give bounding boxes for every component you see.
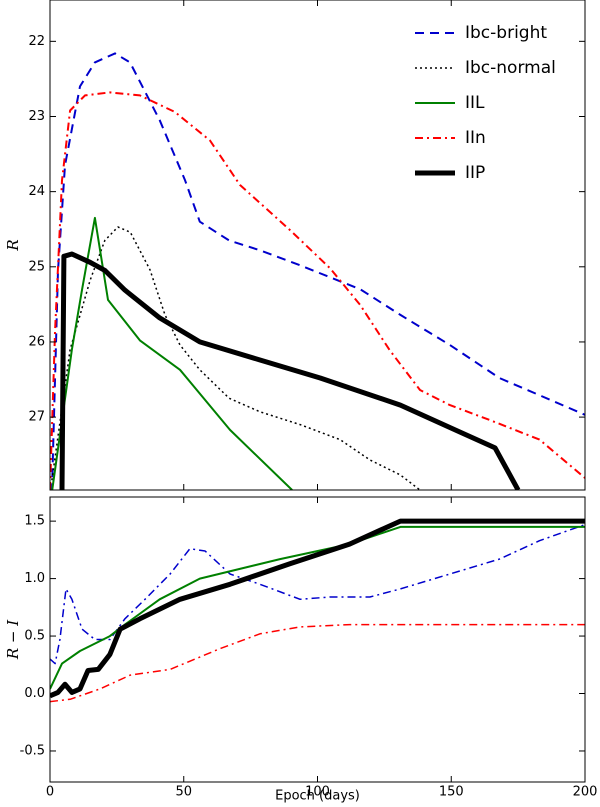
series-line (51, 226, 421, 490)
y-tick-label: 27 (28, 410, 45, 425)
plot-area (50, 518, 585, 703)
y-tick-label: 0.0 (24, 686, 45, 701)
plot-area (50, 52, 585, 490)
y-tick-label: 22 (28, 34, 45, 49)
legend-label: IIL (465, 93, 485, 113)
y-tick-label: 24 (28, 184, 45, 199)
y-tick-label: -0.5 (20, 743, 45, 758)
series-line (50, 52, 585, 490)
y-tick-label: 25 (28, 259, 45, 274)
legend-label: Ibc-normal (465, 58, 556, 78)
y-tick-label: 26 (28, 334, 45, 349)
x-axis-label: Epoch (days) (275, 789, 360, 804)
axes-frame (49, 496, 586, 783)
x-tick-label: 0 (46, 785, 54, 800)
y-axis-label: R − I (4, 619, 22, 660)
y-axis-label: R (4, 239, 22, 251)
y-tick-label: 23 (28, 109, 45, 124)
x-tick-label: 150 (439, 785, 464, 800)
y-tick-label: 0.5 (24, 629, 45, 644)
x-tick-label: 50 (175, 785, 192, 800)
series-line (50, 623, 585, 703)
x-tick-label: 200 (573, 785, 598, 800)
y-tick-label: 1.5 (24, 514, 45, 529)
legend-label: IIP (465, 163, 485, 183)
legend-label: Ibc-bright (465, 23, 547, 43)
series-line (50, 525, 585, 690)
legend-label: IIn (465, 128, 486, 148)
series-line (50, 523, 585, 665)
series-line (59, 251, 521, 490)
series-line (50, 518, 585, 699)
series-line (50, 91, 585, 490)
x-tick-label: 100 (305, 785, 330, 800)
series-line (51, 216, 293, 490)
y-tick-label: 1.0 (24, 571, 45, 586)
